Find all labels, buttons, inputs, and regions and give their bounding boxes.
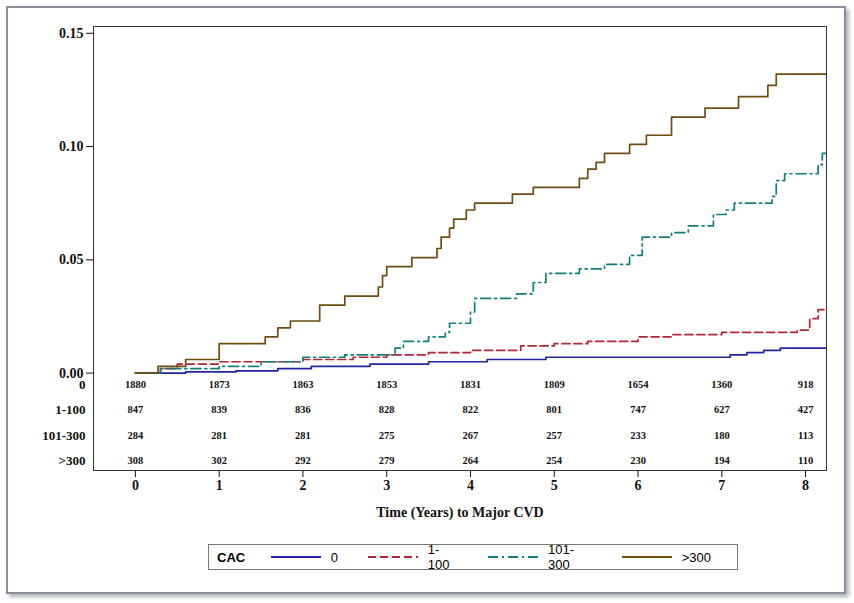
svg-text:0.10: 0.10 [59, 139, 84, 154]
svg-text:308: 308 [128, 455, 144, 466]
svg-text:279: 279 [379, 455, 395, 466]
svg-text:264: 264 [463, 455, 480, 466]
svg-text:>300: >300 [59, 453, 86, 468]
html-text:>300: >300 [681, 549, 711, 565]
svg-text:0.00: 0.00 [59, 365, 84, 381]
svg-text:Time (Years) to Major CVD: Time (Years) to Major CVD [376, 505, 543, 521]
svg-text:275: 275 [379, 430, 395, 441]
svg-text:836: 836 [295, 404, 311, 415]
svg-text:8: 8 [802, 478, 809, 493]
html-text:CAC: CAC [217, 549, 246, 565]
svg-text:0.15: 0.15 [59, 26, 84, 41]
html-text:1-100: 1-100 [427, 542, 450, 572]
svg-text:281: 281 [211, 430, 227, 441]
svg-text:267: 267 [463, 430, 479, 441]
html-text:0: 0 [330, 549, 339, 565]
svg-text:1831: 1831 [460, 379, 481, 390]
svg-text:281: 281 [295, 430, 311, 441]
svg-text:1: 1 [216, 478, 223, 493]
svg-text:822: 822 [463, 404, 479, 415]
svg-text:284: 284 [128, 430, 145, 441]
svg-text:427: 427 [798, 404, 814, 415]
svg-text:292: 292 [295, 455, 311, 466]
svg-text:101-300: 101-300 [42, 428, 85, 443]
svg-text:1-100: 1-100 [55, 402, 85, 417]
svg-text:1873: 1873 [209, 379, 230, 390]
svg-text:747: 747 [630, 404, 646, 415]
svg-text:847: 847 [128, 404, 144, 415]
svg-text:1880: 1880 [125, 379, 146, 390]
html-text:101-300: 101-300 [548, 542, 575, 572]
svg-text:5: 5 [551, 478, 558, 493]
svg-text:0: 0 [132, 478, 139, 493]
svg-text:257: 257 [546, 430, 562, 441]
svg-text:1360: 1360 [711, 379, 732, 390]
svg-text:230: 230 [630, 455, 646, 466]
svg-text:801: 801 [546, 404, 562, 415]
svg-text:194: 194 [714, 455, 731, 466]
svg-text:6: 6 [635, 478, 642, 493]
svg-text:1809: 1809 [544, 379, 565, 390]
svg-text:110: 110 [798, 455, 813, 466]
svg-text:180: 180 [714, 430, 730, 441]
svg-text:0.05: 0.05 [59, 252, 84, 267]
svg-text:2: 2 [299, 478, 306, 493]
svg-text:1654: 1654 [628, 379, 650, 390]
svg-text:0: 0 [79, 377, 86, 392]
svg-text:918: 918 [798, 379, 814, 390]
svg-text:7: 7 [718, 478, 725, 493]
svg-text:839: 839 [211, 404, 227, 415]
svg-text:3: 3 [383, 478, 390, 493]
svg-text:1863: 1863 [292, 379, 313, 390]
svg-text:1853: 1853 [376, 379, 397, 390]
svg-text:302: 302 [211, 455, 227, 466]
svg-text:254: 254 [546, 455, 563, 466]
svg-text:627: 627 [714, 404, 730, 415]
svg-text:4: 4 [467, 478, 474, 493]
svg-text:828: 828 [379, 404, 395, 415]
svg-text:233: 233 [630, 430, 646, 441]
svg-text:113: 113 [798, 430, 813, 441]
